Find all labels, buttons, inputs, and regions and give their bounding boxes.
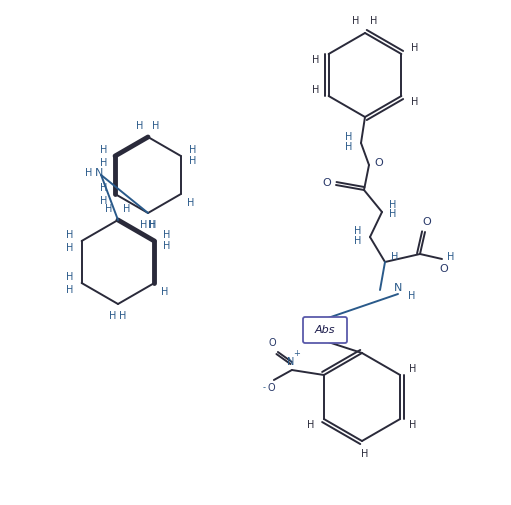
- Text: H: H: [409, 364, 417, 374]
- Text: H: H: [391, 252, 399, 262]
- Text: O: O: [322, 178, 331, 188]
- Text: H: H: [409, 420, 417, 430]
- Text: N: N: [95, 168, 103, 178]
- Text: O: O: [423, 217, 431, 227]
- Text: H: H: [447, 252, 455, 262]
- Text: H: H: [162, 241, 170, 251]
- Text: H: H: [100, 145, 108, 155]
- Text: H: H: [66, 285, 73, 295]
- Text: H: H: [411, 97, 418, 107]
- Text: H: H: [100, 158, 108, 168]
- Text: H: H: [109, 311, 117, 321]
- Text: H: H: [187, 198, 195, 208]
- Text: H: H: [312, 85, 319, 95]
- Text: +: +: [293, 349, 300, 359]
- Text: H: H: [160, 287, 168, 297]
- Text: H: H: [123, 204, 131, 214]
- Text: H: H: [136, 121, 144, 131]
- Text: H: H: [105, 204, 113, 214]
- Text: H: H: [148, 220, 156, 230]
- Text: H: H: [354, 236, 362, 246]
- Text: H: H: [352, 16, 360, 26]
- Text: H: H: [411, 43, 418, 53]
- Text: H: H: [189, 145, 197, 155]
- Text: H: H: [149, 220, 157, 230]
- Text: Abs: Abs: [315, 325, 335, 335]
- Text: H: H: [85, 168, 93, 178]
- Text: -: -: [262, 383, 265, 392]
- Text: H: H: [141, 220, 148, 230]
- Text: N: N: [394, 283, 402, 293]
- Text: H: H: [119, 311, 127, 321]
- Text: H: H: [345, 132, 353, 142]
- Text: H: H: [100, 196, 108, 206]
- Text: H: H: [361, 449, 369, 459]
- Text: H: H: [100, 183, 108, 193]
- Text: H: H: [354, 226, 362, 236]
- Text: H: H: [189, 156, 197, 166]
- Text: H: H: [66, 230, 73, 240]
- Text: H: H: [66, 243, 73, 253]
- Text: H: H: [152, 121, 160, 131]
- Text: H: H: [408, 291, 415, 301]
- Text: H: H: [370, 16, 378, 26]
- Text: H: H: [389, 200, 397, 210]
- Text: H: H: [307, 420, 315, 430]
- Text: H: H: [312, 55, 319, 65]
- Text: O: O: [268, 338, 276, 348]
- Text: H: H: [162, 230, 170, 240]
- Text: N: N: [287, 357, 294, 367]
- Text: O: O: [439, 264, 448, 274]
- Text: H: H: [66, 272, 73, 282]
- Text: O: O: [375, 158, 383, 168]
- Text: H: H: [389, 209, 397, 219]
- Text: O: O: [267, 383, 275, 393]
- FancyBboxPatch shape: [303, 317, 347, 343]
- Text: H: H: [345, 142, 353, 152]
